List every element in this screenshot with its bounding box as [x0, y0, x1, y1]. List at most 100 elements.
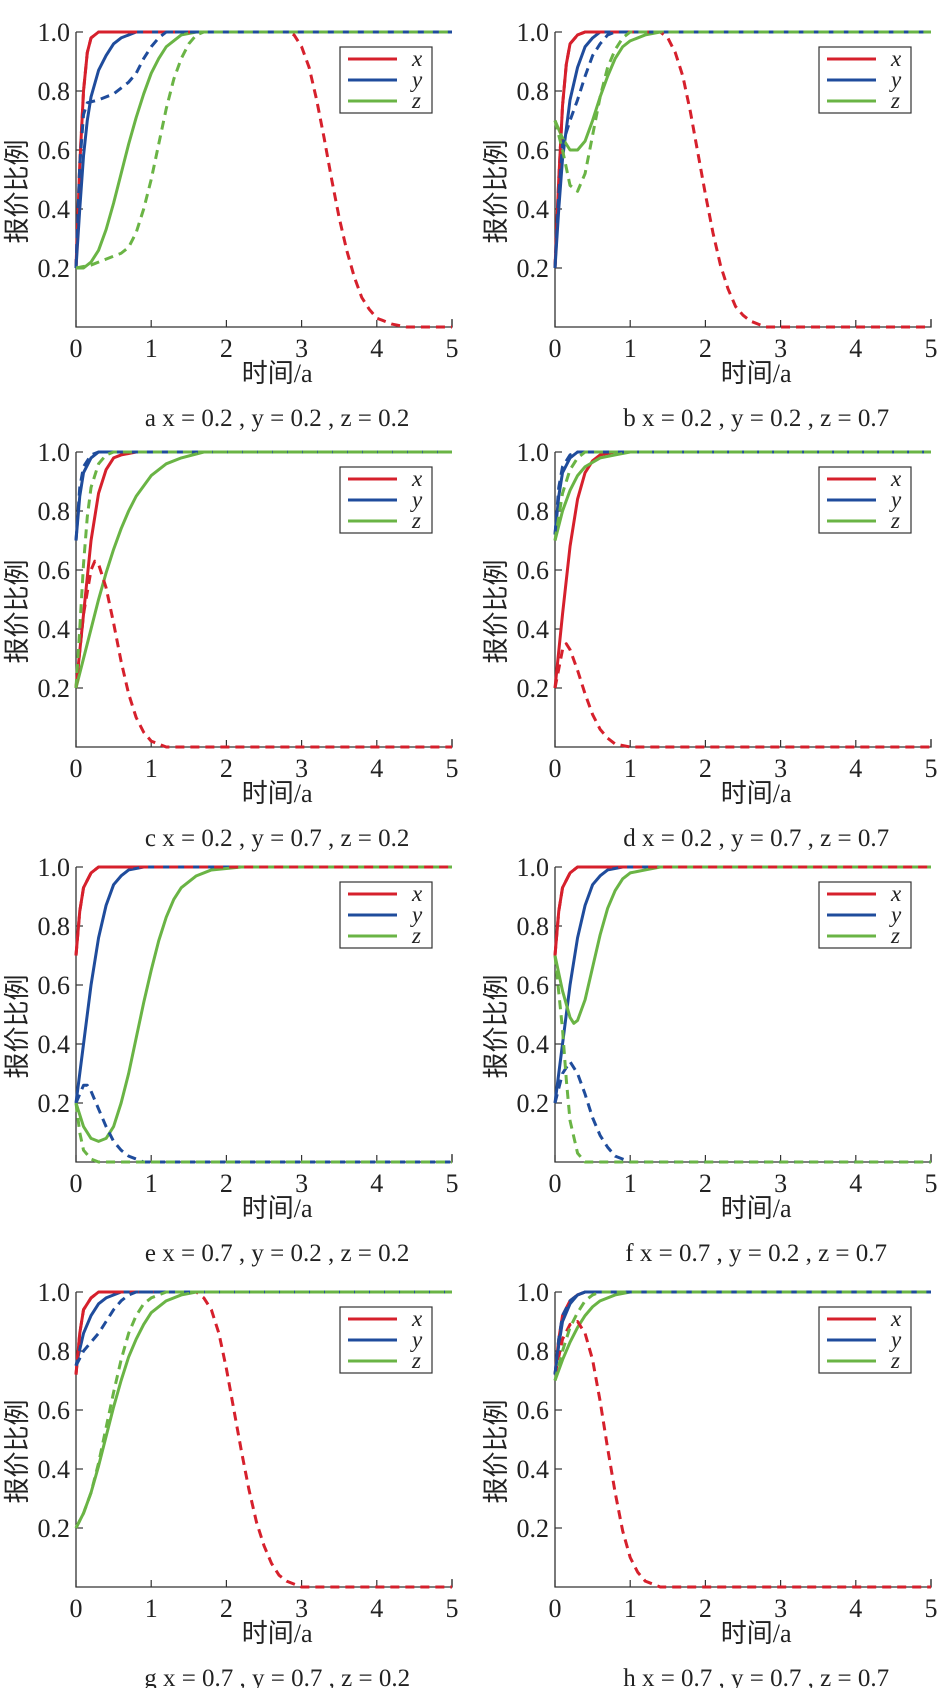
series-x-dashed-line: [553, 865, 931, 956]
legend-label-x: x: [890, 881, 902, 906]
y-tick-label: 0.6: [38, 1396, 71, 1425]
y-tick-label: 1.0: [517, 438, 550, 467]
x-axis-label: 时间/a: [721, 1194, 792, 1223]
x-tick-label: 2: [699, 334, 712, 363]
series-y-solid-line: [74, 865, 452, 1104]
y-tick-label: 0.2: [38, 1089, 71, 1118]
legend-label-y: y: [889, 67, 902, 92]
y-tick-label: 0.4: [38, 1455, 71, 1484]
y-axis-label: 报价比例: [3, 139, 32, 243]
x-tick-label: 1: [145, 1594, 158, 1623]
y-tick-label: 0.2: [517, 254, 550, 283]
y-axis-label: 报价比例: [482, 139, 511, 243]
y-tick-label: 0.6: [517, 1396, 550, 1425]
panel-caption: d x = 0.2 , y = 0.7 , z = 0.7: [623, 825, 889, 852]
x-axis-label: 时间/a: [242, 1194, 313, 1223]
legend-label-x: x: [890, 466, 902, 491]
x-tick-label: 0: [549, 1594, 562, 1623]
x-tick-label: 2: [220, 1169, 233, 1198]
x-tick-label: 1: [145, 334, 158, 363]
y-tick-label: 0.2: [38, 674, 71, 703]
y-tick-label: 0.2: [517, 1089, 550, 1118]
x-tick-label: 1: [145, 1169, 158, 1198]
legend-label-y: y: [889, 487, 902, 512]
y-tick-label: 0.4: [517, 195, 550, 224]
x-tick-label: 0: [70, 1594, 83, 1623]
x-tick-label: 2: [220, 1594, 233, 1623]
x-axis-label: 时间/a: [242, 1619, 313, 1648]
y-axis-label: 报价比例: [3, 559, 32, 663]
x-tick-label: 5: [446, 754, 459, 783]
x-axis-label: 时间/a: [242, 359, 313, 388]
chart-panel-b: 0.2 0.4 0.6 0.8 1.0 0 1 2 3 4 5 时间/a 报价比例 xyz b x = 0.…: [482, 18, 937, 432]
series-z-dashed-line: [553, 1290, 931, 1381]
y-tick-label: 0.4: [38, 195, 71, 224]
series-x-dashed-line: [74, 559, 452, 749]
x-tick-label: 5: [925, 1594, 937, 1623]
panel-caption: f x = 0.7 , y = 0.2 , z = 0.7: [625, 1240, 887, 1267]
x-tick-label: 0: [549, 754, 562, 783]
x-axis-label: 时间/a: [721, 1619, 792, 1648]
x-tick-label: 2: [699, 754, 712, 783]
x-tick-label: 4: [849, 1169, 862, 1198]
x-axis-label: 时间/a: [721, 359, 792, 388]
x-tick-label: 1: [624, 1594, 637, 1623]
series-z-dashed-line: [74, 1102, 452, 1164]
chart-panel-c: 0.2 0.4 0.6 0.8 1.0 0 1 2 3 4 5 时间/a 报价比例 xyz c x = 0.…: [3, 438, 459, 852]
x-tick-label: 4: [849, 1594, 862, 1623]
y-tick-label: 1.0: [38, 1278, 71, 1307]
panel-caption: a x = 0.2 , y = 0.2 , z = 0.2: [145, 405, 410, 432]
x-tick-label: 3: [774, 334, 787, 363]
y-tick-label: 1.0: [517, 853, 550, 882]
series-y-dashed-line: [74, 30, 452, 269]
series-x-dashed-line: [74, 865, 452, 956]
series-y-dashed-line: [74, 1290, 452, 1367]
series-y-dashed-line: [553, 450, 931, 535]
series-y-dashed-line: [553, 1290, 931, 1375]
panel-caption: b x = 0.2 , y = 0.2 , z = 0.7: [623, 405, 889, 432]
panel-caption: c x = 0.2 , y = 0.7 , z = 0.2: [145, 825, 410, 852]
x-tick-label: 1: [624, 334, 637, 363]
y-tick-label: 0.8: [517, 1337, 550, 1366]
series-y-solid-line: [74, 30, 452, 269]
legend: xyz: [339, 46, 433, 114]
y-tick-label: 1.0: [38, 438, 71, 467]
series-x-dashed-line: [553, 642, 931, 749]
chart-panel-h: 0.2 0.4 0.6 0.8 1.0 0 1 2 3 4 5 时间/a 报价比例 xyz h x = 0.…: [482, 1278, 937, 1688]
y-tick-label: 1.0: [517, 18, 550, 47]
legend-label-y: y: [410, 487, 423, 512]
legend-label-y: y: [889, 902, 902, 927]
legend-label-x: x: [411, 881, 423, 906]
y-tick-label: 0.4: [517, 1455, 550, 1484]
x-tick-label: 5: [925, 334, 937, 363]
y-tick-label: 0.8: [38, 1337, 71, 1366]
y-tick-label: 0.6: [38, 556, 71, 585]
y-tick-label: 0.8: [517, 77, 550, 106]
y-tick-label: 0.6: [517, 971, 550, 1000]
legend-label-z: z: [411, 923, 421, 948]
legend-label-y: y: [410, 902, 423, 927]
x-tick-label: 1: [624, 754, 637, 783]
x-axis-label: 时间/a: [721, 779, 792, 808]
y-tick-label: 0.2: [517, 674, 550, 703]
x-tick-label: 3: [774, 1169, 787, 1198]
y-tick-label: 0.2: [517, 1514, 550, 1543]
y-tick-label: 0.6: [38, 971, 71, 1000]
legend-label-x: x: [411, 1306, 423, 1331]
series-z-dashed-line: [553, 955, 931, 1164]
legend-label-x: x: [411, 46, 423, 71]
legend: xyz: [818, 466, 912, 534]
x-tick-label: 0: [70, 334, 83, 363]
legend: xyz: [818, 1306, 912, 1374]
legend-label-y: y: [410, 67, 423, 92]
x-tick-label: 4: [370, 754, 383, 783]
legend: xyz: [339, 466, 433, 534]
legend-label-z: z: [890, 88, 900, 113]
chart-panel-e: 0.2 0.4 0.6 0.8 1.0 0 1 2 3 4 5 时间/a 报价比例 xyz e x = 0.…: [3, 853, 459, 1267]
x-tick-label: 4: [849, 754, 862, 783]
y-tick-label: 0.6: [38, 136, 71, 165]
legend-label-x: x: [890, 46, 902, 71]
legend: xyz: [339, 1306, 433, 1374]
x-tick-label: 3: [295, 754, 308, 783]
y-tick-label: 1.0: [38, 18, 71, 47]
